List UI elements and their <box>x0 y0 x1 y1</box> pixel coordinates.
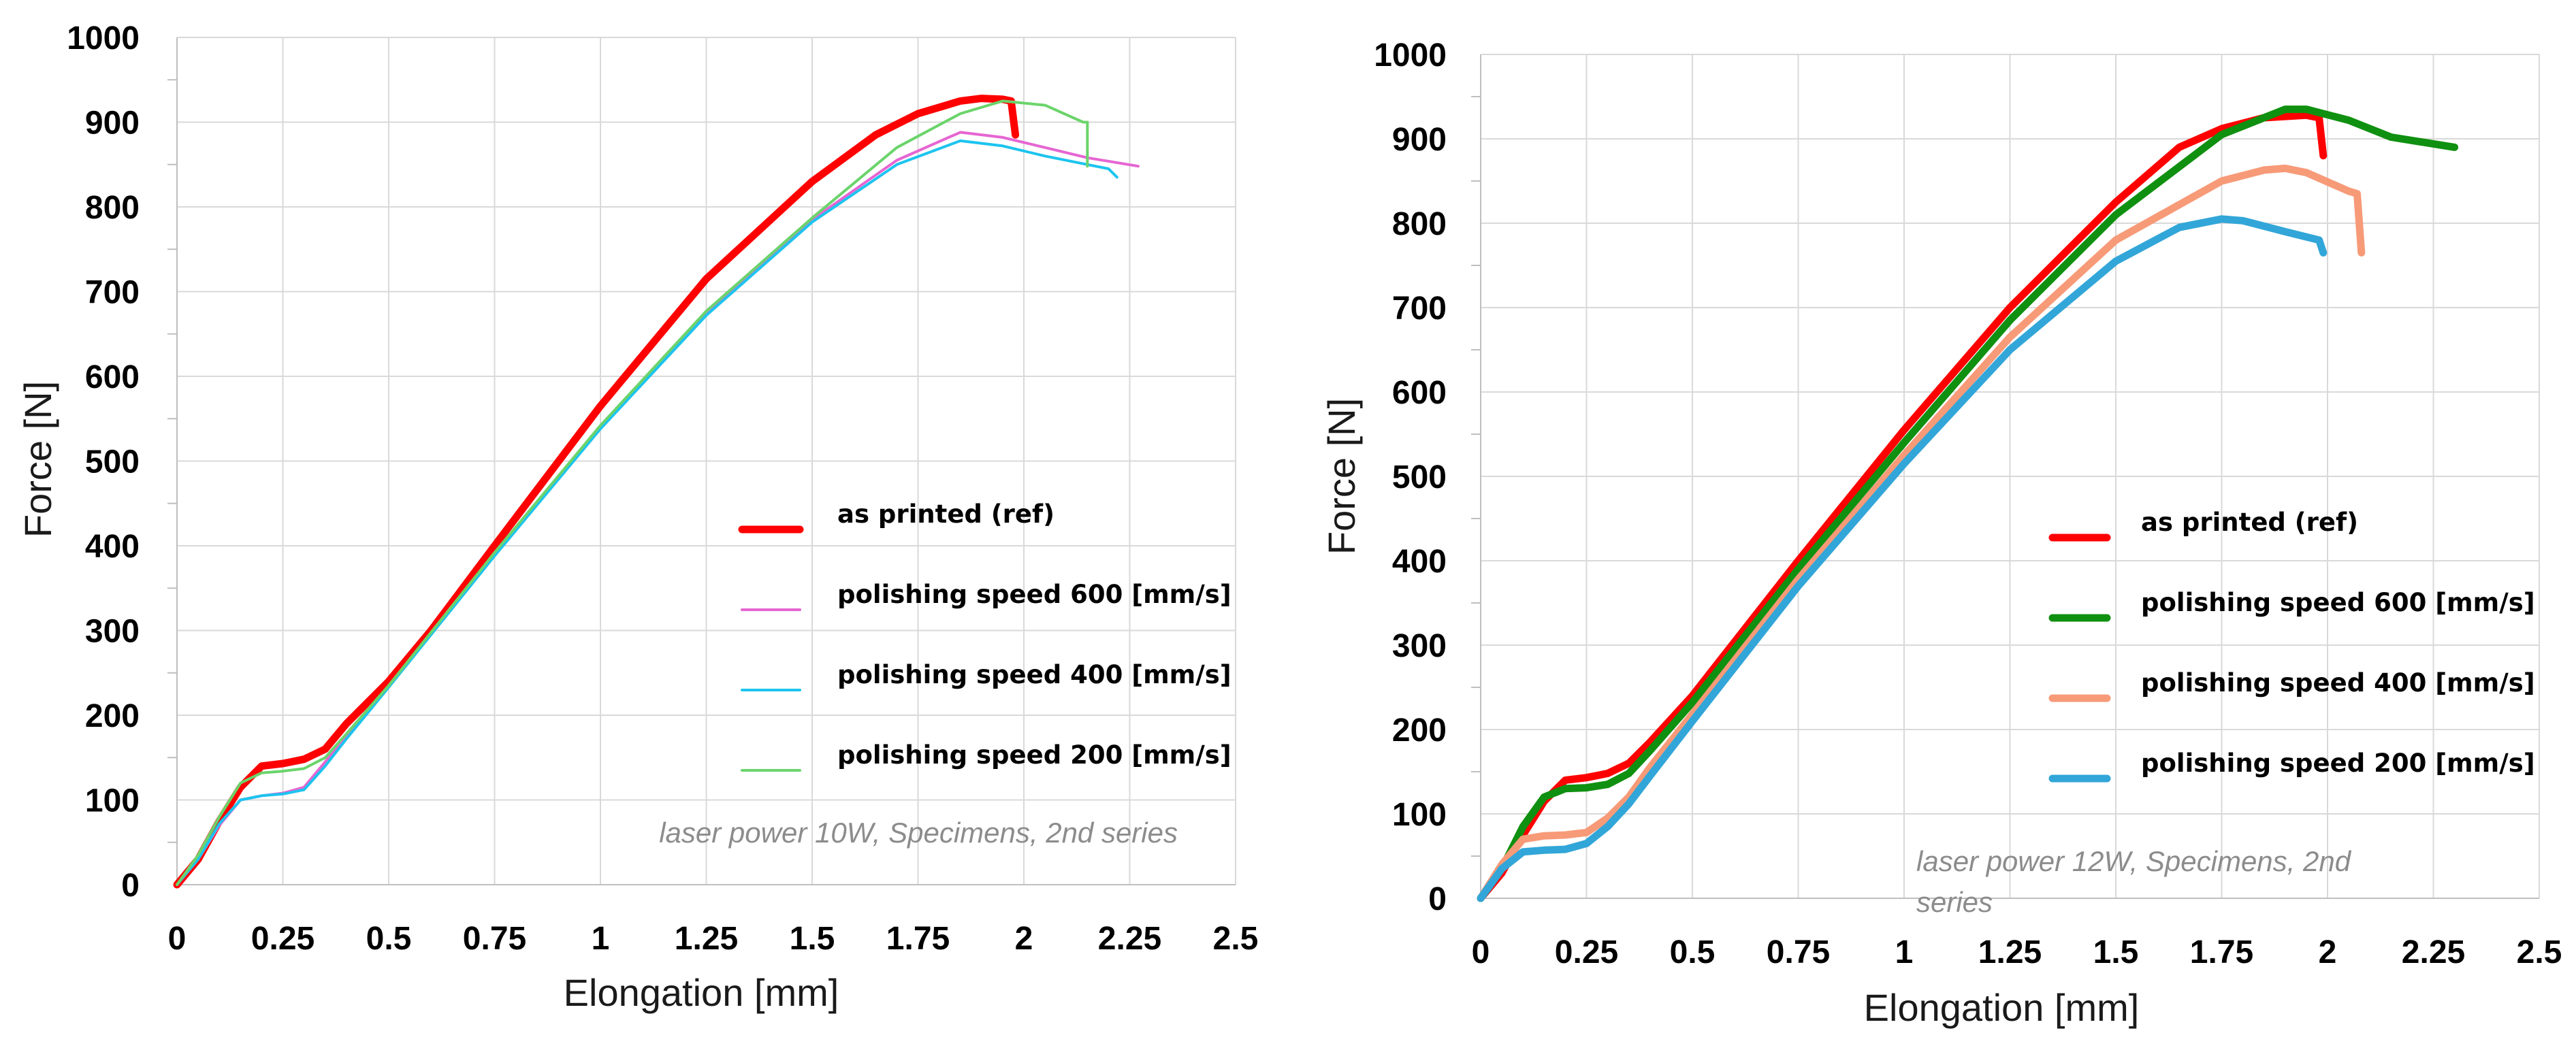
y-tick-label: 700 <box>85 275 140 311</box>
annotation-right-line-2: series <box>1916 886 1993 918</box>
y-tick-label: 700 <box>1392 291 1447 327</box>
x-tick-labels-right: 0 0.25 0.5 0.75 1 1.25 1.5 1.75 2 2.25 2.5 <box>1472 934 2562 970</box>
x-tick-label: 2 <box>1015 921 1033 957</box>
x-axis-title-left: Elongation [mm] <box>564 971 839 1014</box>
y-tick-label: 900 <box>85 105 140 142</box>
y-tick-label: 100 <box>85 783 140 819</box>
x-tick-labels-left: 0 0.25 0.5 0.75 1 1.25 1.5 1.75 2 2.25 2.5 <box>168 921 1259 957</box>
x-tick-label: 0.25 <box>1555 934 1618 970</box>
x-tick-label: 2.25 <box>2402 934 2465 970</box>
x-tick-label: 1.25 <box>1978 934 2042 970</box>
y-tick-labels-left: 0 100 200 300 400 500 600 700 800 900 1000 <box>67 20 140 904</box>
annotation-right: laser power 12W, Specimens, 2nd series <box>1916 845 2359 918</box>
legend-label-3: polishing speed 400 [mm/s] <box>837 660 1231 689</box>
x-tick-label: 1.5 <box>2093 934 2139 970</box>
x-tick-label: 1.75 <box>2190 934 2253 970</box>
y-tick-label: 400 <box>85 529 140 565</box>
series-line-4 <box>1477 215 2328 902</box>
legend-label-4: polishing speed 200 [mm/s] <box>2141 749 2535 778</box>
x-tick-label: 1 <box>1895 934 1914 970</box>
x-tick-label: 2.25 <box>1098 921 1161 957</box>
y-tick-label: 1000 <box>1374 37 1447 73</box>
annotation-right-line-1: laser power 12W, Specimens, 2nd <box>1916 845 2352 877</box>
legend-left: as printed (ref) polishing speed 600 [mm/… <box>738 500 1231 772</box>
x-tick-label: 0.75 <box>463 921 526 957</box>
y-tick-label: 400 <box>1392 544 1447 580</box>
series-line-2 <box>1477 105 2459 902</box>
y-tick-label: 600 <box>1392 375 1447 411</box>
y-tick-label: 500 <box>1392 459 1447 495</box>
gridlines-left <box>176 37 1236 885</box>
y-tick-label: 0 <box>121 868 140 904</box>
series-line-3 <box>1477 164 2366 902</box>
annotation-left: laser power 10W, Specimens, 2nd series <box>659 817 1178 849</box>
y-tick-label: 100 <box>1392 797 1447 833</box>
x-tick-label: 1.25 <box>675 921 738 957</box>
x-tick-label: 1.5 <box>790 921 835 957</box>
legend-label-2: polishing speed 600 [mm/s] <box>2141 588 2535 617</box>
y-tick-labels-right: 0 100 200 300 400 500 600 700 800 900 1000 <box>1374 37 1447 917</box>
legend-label-2: polishing speed 600 [mm/s] <box>837 580 1231 609</box>
legend-label-4: polishing speed 200 [mm/s] <box>837 740 1231 770</box>
series-right <box>1477 105 2459 902</box>
x-tick-label: 0.25 <box>251 921 315 957</box>
legend-label-1: as printed (ref) <box>837 500 1054 529</box>
chart-right: 0 100 200 300 400 500 600 700 800 900 1000 0 0.25 0.… <box>1320 37 2562 1029</box>
legend-label-1: as printed (ref) <box>2141 508 2358 537</box>
y-tick-label: 0 <box>1428 881 1447 917</box>
x-tick-label: 1 <box>592 921 610 957</box>
y-tick-label: 600 <box>85 359 140 395</box>
chart-left: 0 100 200 300 400 500 600 700 800 900 1000 0 0.25 0.… <box>16 20 1258 1014</box>
series-left <box>173 95 1140 889</box>
series-line-3 <box>176 139 1118 886</box>
x-tick-label: 0 <box>1472 934 1490 970</box>
series-line-4 <box>176 99 1089 886</box>
x-tick-label: 2 <box>2319 934 2337 970</box>
y-axis-title-right: Force [N] <box>1320 398 1363 555</box>
axes-left <box>167 37 1236 885</box>
x-tick-label: 0 <box>168 921 187 957</box>
x-tick-label: 1.75 <box>886 921 950 957</box>
legend-label-3: polishing speed 400 [mm/s] <box>2141 668 2535 698</box>
x-tick-label: 0.75 <box>1767 934 1830 970</box>
y-tick-label: 300 <box>85 614 140 650</box>
y-tick-label: 300 <box>1392 628 1447 664</box>
y-tick-label: 800 <box>85 190 140 226</box>
y-tick-label: 1000 <box>67 20 140 56</box>
axes-right <box>1471 54 2539 899</box>
y-tick-label: 200 <box>1392 713 1447 749</box>
y-tick-label: 800 <box>1392 206 1447 242</box>
x-axis-title-right: Elongation [mm] <box>1864 986 2140 1029</box>
y-tick-label: 500 <box>85 444 140 480</box>
y-tick-label: 900 <box>1392 122 1447 158</box>
y-tick-label: 200 <box>85 698 140 734</box>
x-tick-label: 2.5 <box>1213 921 1259 957</box>
legend-right: as printed (ref) polishing speed 600 [mm/… <box>2048 508 2535 783</box>
y-axis-title-left: Force [N] <box>16 381 59 538</box>
x-tick-label: 0.5 <box>366 921 412 957</box>
x-tick-label: 0.5 <box>1670 934 1716 970</box>
x-tick-label: 2.5 <box>2517 934 2562 970</box>
